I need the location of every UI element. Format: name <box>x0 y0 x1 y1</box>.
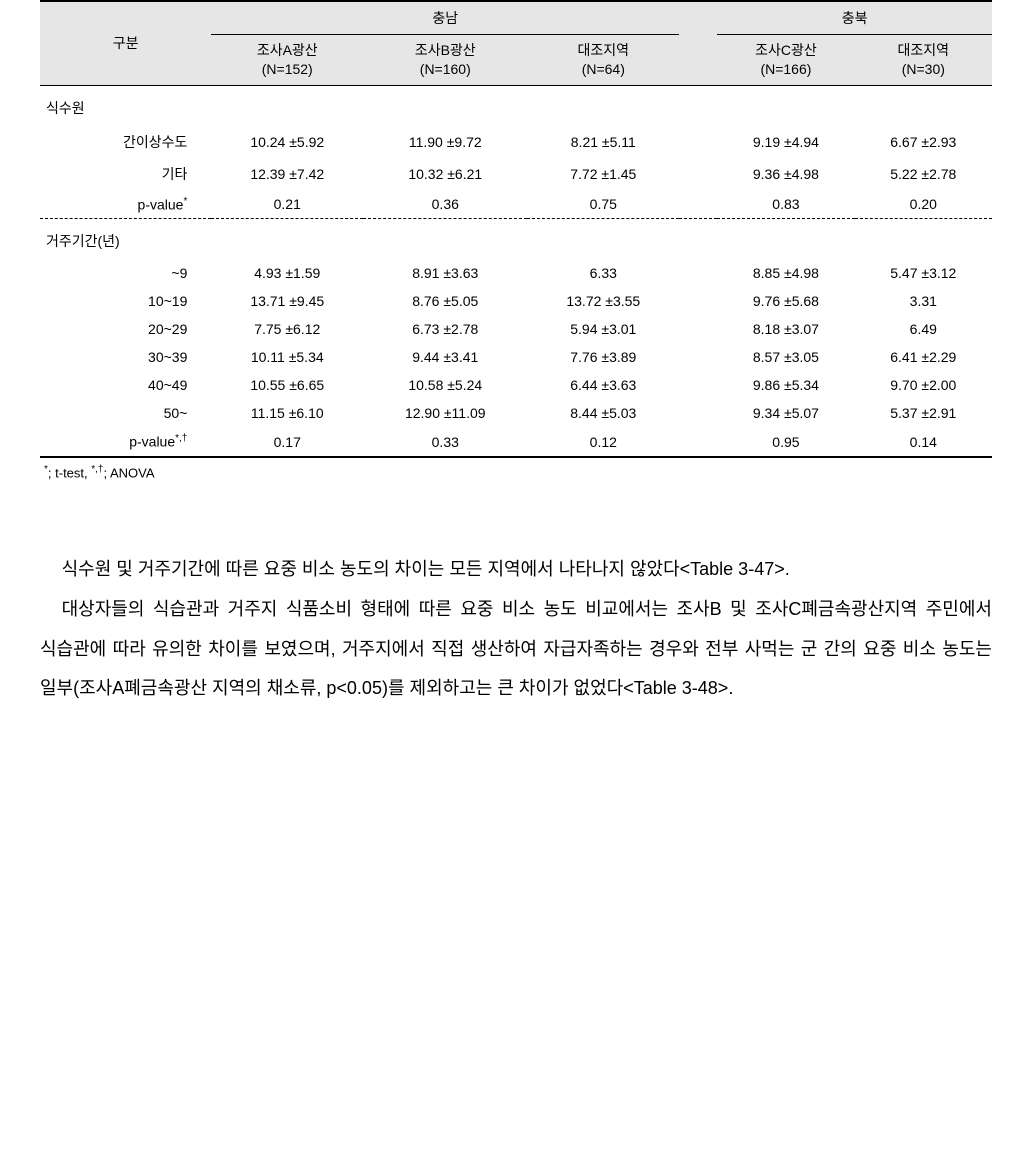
row-label: 기타 <box>40 158 211 190</box>
cell-gap <box>679 343 717 371</box>
cell: 5.37 ±2.91 <box>855 399 992 427</box>
cell: 5.22 ±2.78 <box>855 158 992 190</box>
cell: 13.72 ±3.55 <box>527 287 679 315</box>
paragraph-2: 대상자들의 식습관과 거주지 식품소비 형태에 따른 요중 비소 농도 비교에서… <box>40 590 992 709</box>
col-category: 구분 <box>40 1 211 85</box>
cell-gap <box>679 259 717 287</box>
footnote-b: ; ANOVA <box>103 465 154 480</box>
col-b: 조사B광산(N=160) <box>363 35 527 86</box>
cell: 12.39 ±7.42 <box>211 158 363 190</box>
cell: 11.90 ±9.72 <box>363 126 527 158</box>
paragraph-1: 식수원 및 거주기간에 따른 요중 비소 농도의 차이는 모든 지역에서 나타나… <box>40 550 992 590</box>
cell: 9.76 ±5.68 <box>717 287 854 315</box>
cell: 6.44 ±3.63 <box>527 371 679 399</box>
cell: 9.44 ±3.41 <box>363 343 527 371</box>
cell: 11.15 ±6.10 <box>211 399 363 427</box>
cell-gap <box>679 126 717 158</box>
col-gap <box>679 1 717 35</box>
cell: 9.19 ±4.94 <box>717 126 854 158</box>
cell: 0.12 <box>527 427 679 457</box>
cell: 7.76 ±3.89 <box>527 343 679 371</box>
cell: 8.91 ±3.63 <box>363 259 527 287</box>
group-header: 거주기간(년) <box>40 219 992 260</box>
cell-gap <box>679 158 717 190</box>
cell: 3.31 <box>855 287 992 315</box>
row-label: 50~ <box>40 399 211 427</box>
col-region1: 충남 <box>211 1 679 35</box>
cell: 8.21 ±5.11 <box>527 126 679 158</box>
cell-gap <box>679 190 717 219</box>
cell: 8.57 ±3.05 <box>717 343 854 371</box>
cell-gap <box>679 371 717 399</box>
cell: 6.73 ±2.78 <box>363 315 527 343</box>
cell: 6.49 <box>855 315 992 343</box>
cell: 4.93 ±1.59 <box>211 259 363 287</box>
row-label: 40~49 <box>40 371 211 399</box>
cell: 0.75 <box>527 190 679 219</box>
cell: 9.70 ±2.00 <box>855 371 992 399</box>
cell: 7.75 ±6.12 <box>211 315 363 343</box>
cell: 0.17 <box>211 427 363 457</box>
row-label: ~9 <box>40 259 211 287</box>
cell: 0.95 <box>717 427 854 457</box>
col-region2: 충북 <box>717 1 992 35</box>
cell: 0.14 <box>855 427 992 457</box>
cell: 10.11 ±5.34 <box>211 343 363 371</box>
cell: 6.67 ±2.93 <box>855 126 992 158</box>
row-label: 10~19 <box>40 287 211 315</box>
cell: 6.33 <box>527 259 679 287</box>
cell: 5.47 ±3.12 <box>855 259 992 287</box>
cell: 8.85 ±4.98 <box>717 259 854 287</box>
group-header: 식수원 <box>40 85 992 126</box>
cell: 0.83 <box>717 190 854 219</box>
cell-gap <box>679 315 717 343</box>
cell: 0.21 <box>211 190 363 219</box>
cell: 0.36 <box>363 190 527 219</box>
cell: 9.86 ±5.34 <box>717 371 854 399</box>
col-a: 조사A광산(N=152) <box>211 35 363 86</box>
row-label: 간이상수도 <box>40 126 211 158</box>
row-label: p-value*,† <box>40 427 211 457</box>
cell: 8.18 ±3.07 <box>717 315 854 343</box>
cell: 5.94 ±3.01 <box>527 315 679 343</box>
cell: 0.33 <box>363 427 527 457</box>
cell: 8.76 ±5.05 <box>363 287 527 315</box>
row-label: 20~29 <box>40 315 211 343</box>
cell: 10.32 ±6.21 <box>363 158 527 190</box>
footnote-a: ; t-test, <box>48 465 91 480</box>
cell: 9.34 ±5.07 <box>717 399 854 427</box>
col-ctrl1: 대조지역(N=64) <box>527 35 679 86</box>
cell: 13.71 ±9.45 <box>211 287 363 315</box>
row-label: p-value* <box>40 190 211 219</box>
cell: 8.44 ±5.03 <box>527 399 679 427</box>
cell: 9.36 ±4.98 <box>717 158 854 190</box>
table-body: 식수원간이상수도10.24 ±5.9211.90 ±9.728.21 ±5.11… <box>40 85 992 457</box>
table-footnote: *; t-test, *,†; ANOVA <box>44 464 992 480</box>
cell: 12.90 ±11.09 <box>363 399 527 427</box>
cell: 10.55 ±6.65 <box>211 371 363 399</box>
data-table: 구분 충남 충북 조사A광산(N=152) 조사B광산(N=160) 대조지역(… <box>40 0 992 458</box>
col-ctrl2: 대조지역(N=30) <box>855 35 992 86</box>
cell: 6.41 ±2.29 <box>855 343 992 371</box>
col-c: 조사C광산(N=166) <box>717 35 854 86</box>
body-text: 식수원 및 거주기간에 따른 요중 비소 농도의 차이는 모든 지역에서 나타나… <box>40 550 992 708</box>
cell-gap <box>679 399 717 427</box>
cell-gap <box>679 287 717 315</box>
col-gap2 <box>679 35 717 86</box>
cell: 0.20 <box>855 190 992 219</box>
row-label: 30~39 <box>40 343 211 371</box>
cell-gap <box>679 427 717 457</box>
cell: 10.24 ±5.92 <box>211 126 363 158</box>
cell: 7.72 ±1.45 <box>527 158 679 190</box>
cell: 10.58 ±5.24 <box>363 371 527 399</box>
